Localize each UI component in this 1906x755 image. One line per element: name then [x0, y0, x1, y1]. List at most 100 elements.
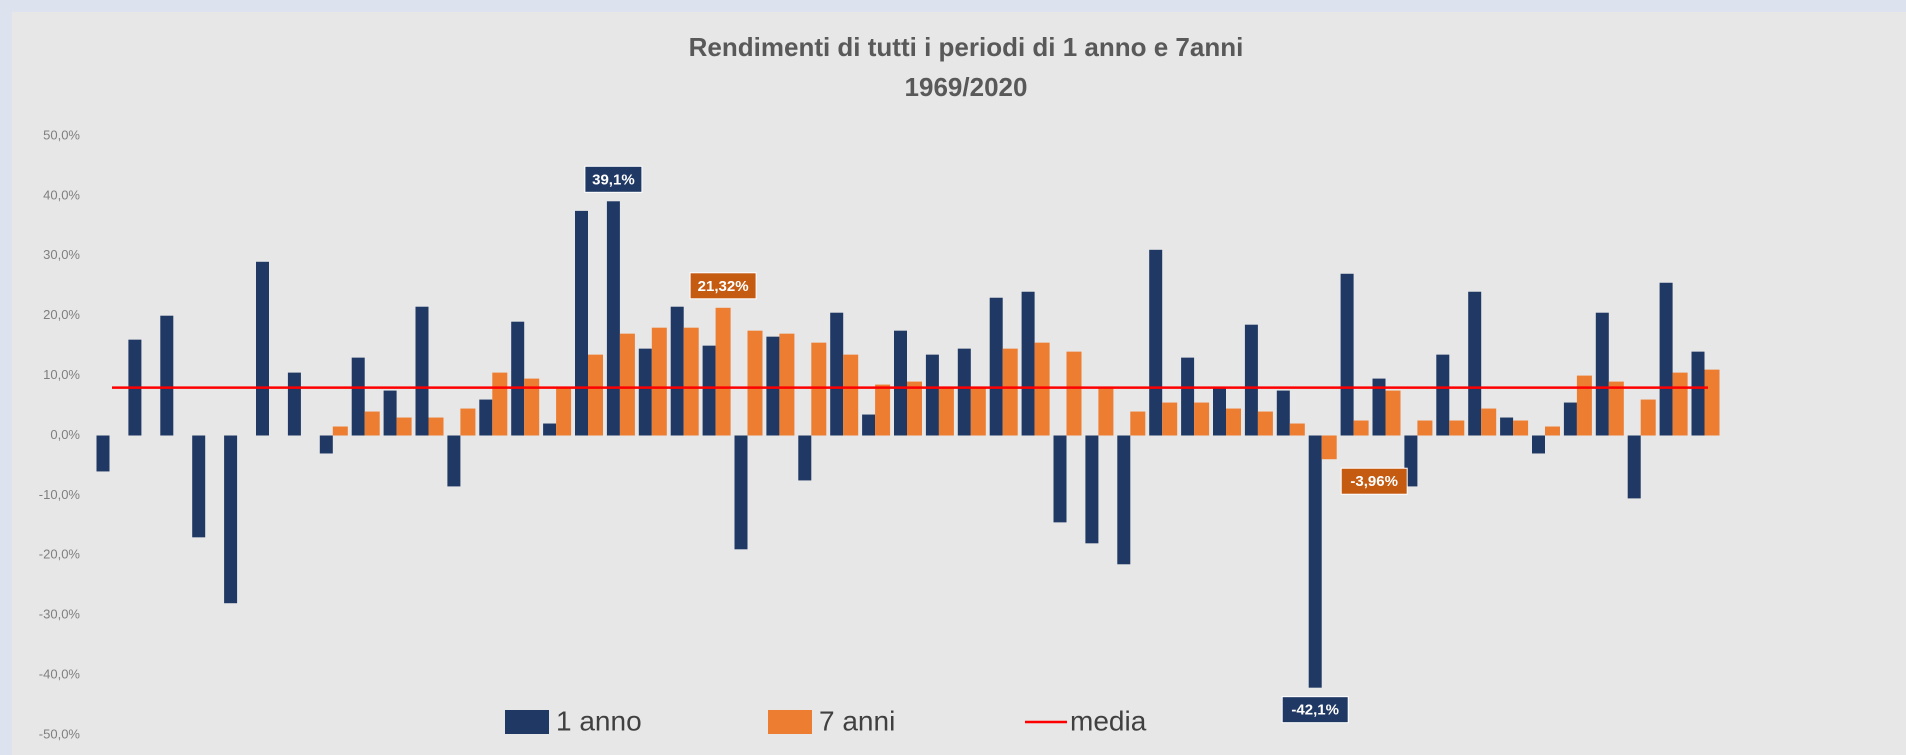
- data-label: 21,32%: [698, 278, 749, 295]
- bar: [862, 414, 876, 436]
- bar: [651, 327, 667, 436]
- data-label-box: [689, 272, 757, 300]
- bar: [396, 417, 412, 436]
- data-label-box: [1281, 696, 1349, 724]
- bar: [1130, 411, 1146, 436]
- legend-label: 1 anno: [556, 705, 642, 736]
- y-tick-label: 50,0%: [43, 127, 80, 142]
- legend-label: 7 anni: [819, 705, 895, 736]
- y-tick-label: -20,0%: [39, 547, 81, 562]
- y-tick-label: 40,0%: [43, 187, 80, 202]
- bar: [1417, 420, 1433, 436]
- bar: [192, 435, 206, 538]
- y-tick-label: -10,0%: [39, 487, 81, 502]
- bar: [479, 399, 493, 436]
- bar: [1194, 402, 1210, 436]
- bar: [1117, 435, 1131, 565]
- data-label: -3,96%: [1350, 473, 1398, 490]
- bar: [1513, 420, 1529, 436]
- bar: [925, 354, 939, 436]
- bar: [1608, 381, 1624, 436]
- y-tick-label: 20,0%: [43, 307, 80, 322]
- bar: [683, 327, 699, 436]
- legend-label: media: [1070, 705, 1147, 736]
- bar: [511, 321, 525, 436]
- legend-swatch: [768, 710, 812, 734]
- bar: [1213, 387, 1226, 436]
- bar: [364, 411, 380, 436]
- bar: [1576, 375, 1592, 436]
- bar: [351, 357, 365, 436]
- legend-swatch: [505, 710, 549, 734]
- bar: [1436, 354, 1450, 436]
- y-tick-label: -50,0%: [39, 726, 81, 741]
- bar: [543, 423, 557, 436]
- bar: [415, 306, 429, 436]
- bar: [319, 435, 333, 454]
- bar: [428, 417, 444, 436]
- bar: [332, 426, 348, 436]
- bar: [1449, 420, 1465, 436]
- y-tick-label: -30,0%: [39, 607, 81, 622]
- bar: [1372, 378, 1386, 436]
- bar: [1021, 291, 1035, 436]
- data-label-box: [1340, 467, 1408, 495]
- bar: [1640, 399, 1656, 436]
- bar: [524, 378, 540, 436]
- bar: [1257, 411, 1273, 436]
- bar: [1162, 402, 1178, 436]
- bar: [1563, 402, 1577, 436]
- bar: [1500, 417, 1514, 436]
- bar: [702, 345, 716, 436]
- y-tick-label: 30,0%: [43, 247, 80, 262]
- bar: [715, 307, 731, 436]
- bar: [875, 384, 891, 436]
- bar: [1181, 357, 1195, 436]
- bar: [160, 315, 174, 436]
- bar: [1468, 291, 1482, 436]
- bar: [907, 381, 922, 436]
- bar: [1532, 435, 1545, 454]
- bar: [734, 435, 748, 550]
- bar: [1066, 351, 1082, 436]
- bar: [492, 372, 508, 436]
- bar: [1545, 426, 1560, 436]
- bar: [843, 354, 859, 436]
- bar: [989, 297, 1003, 436]
- bar: [1321, 435, 1337, 460]
- bar: [619, 333, 635, 436]
- bar: [1627, 435, 1641, 499]
- bar: [1085, 435, 1099, 544]
- bar: [588, 354, 603, 436]
- y-tick-label: 0,0%: [50, 427, 80, 442]
- chart-title: Rendimenti di tutti i periodi di 1 anno …: [689, 32, 1244, 62]
- data-label: 39,1%: [592, 171, 635, 188]
- bar: [460, 408, 476, 436]
- bar: [1226, 408, 1241, 436]
- bar: [1595, 312, 1609, 436]
- bar: [606, 201, 620, 436]
- bar: [957, 348, 971, 436]
- bar: [1149, 249, 1163, 436]
- bar: [1034, 342, 1050, 436]
- bar: [1691, 351, 1705, 436]
- bar: [224, 435, 238, 604]
- bar: [96, 435, 110, 472]
- data-label-box: [584, 165, 643, 193]
- bar: [894, 330, 907, 436]
- bar: [938, 387, 954, 436]
- bar: [1353, 420, 1369, 436]
- bar: [811, 342, 827, 436]
- bar: [1053, 435, 1067, 523]
- bar: [1002, 348, 1018, 436]
- bar: [970, 387, 986, 436]
- bar: [670, 306, 684, 436]
- bar: [256, 261, 269, 436]
- bar: [766, 336, 780, 436]
- bar: [1340, 273, 1354, 436]
- bar: [556, 387, 572, 436]
- bar: [1308, 435, 1322, 688]
- bar: [1098, 387, 1114, 436]
- bar: [798, 435, 812, 481]
